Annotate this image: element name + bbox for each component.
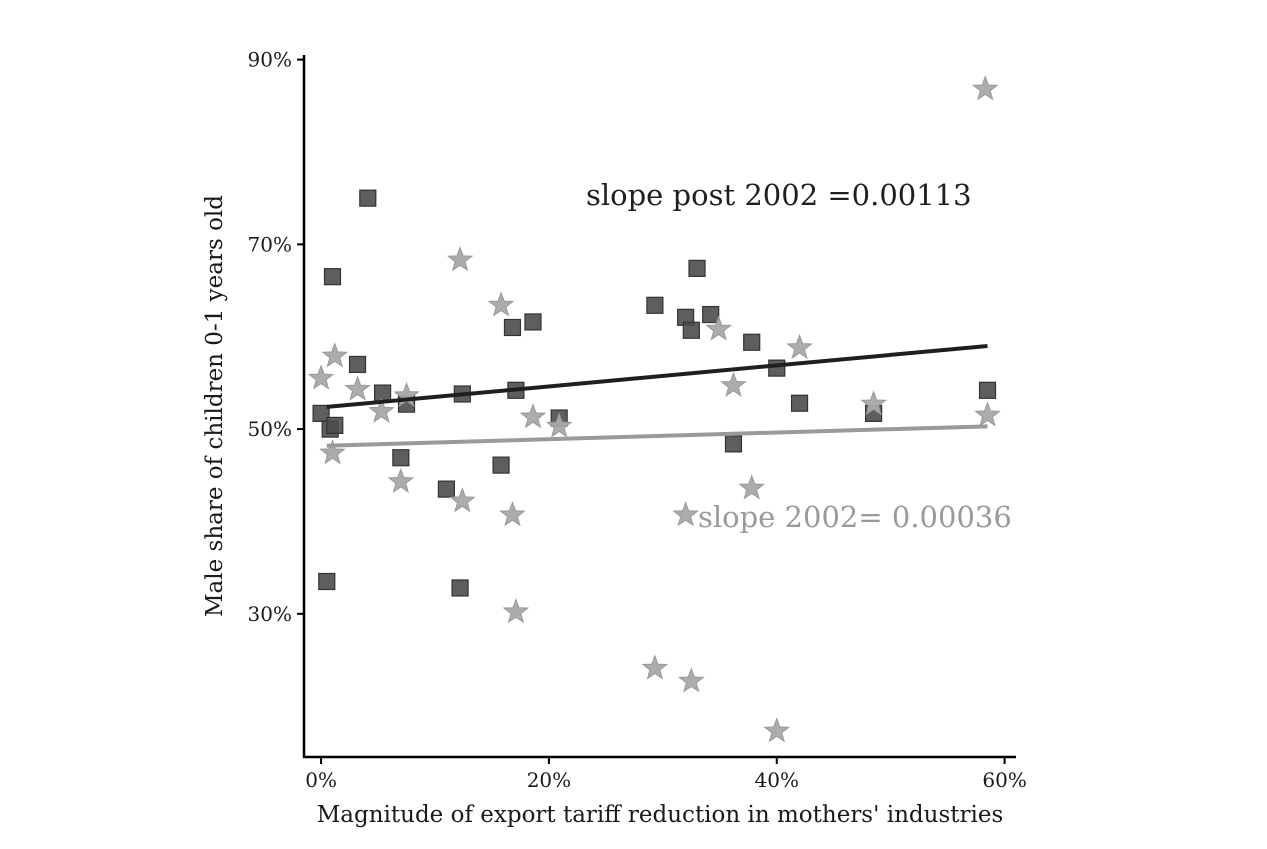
star-point	[971, 75, 999, 101]
star-point	[786, 333, 813, 360]
star-point	[860, 390, 887, 416]
square-point	[702, 305, 720, 324]
square-point	[437, 480, 455, 498]
x-tick-label: 40%	[755, 768, 799, 792]
star-point	[672, 501, 699, 527]
star-point	[449, 487, 476, 513]
y-tick-label: 50%	[248, 417, 292, 441]
star-point	[545, 412, 573, 438]
square-point	[318, 572, 336, 591]
square-point	[451, 579, 469, 597]
star-point	[499, 501, 526, 527]
square-point	[646, 296, 664, 314]
star-point	[368, 397, 395, 423]
star-point	[487, 291, 515, 317]
square-point	[503, 318, 522, 337]
square-point	[743, 333, 761, 351]
labels-layer: 30% 50% 70% 90% 0% 20% 40% 60% Magnitude of expo…	[202, 48, 1027, 828]
square-point	[768, 359, 786, 377]
square-point	[312, 404, 330, 422]
y2002-points-layer	[307, 75, 1001, 743]
fit-lines-layer	[326, 343, 988, 448]
star-point	[720, 371, 747, 397]
y-axis-title: Male share of children 0-1 years old	[202, 195, 228, 617]
square-point	[326, 416, 344, 434]
star-point	[705, 315, 732, 341]
y-tick-label: 30%	[248, 602, 292, 626]
y2002-slope-annotation: slope 2002= 0.00036	[698, 500, 1012, 534]
square-point	[323, 268, 342, 286]
square-point	[978, 381, 997, 399]
square-point	[374, 384, 392, 402]
square-point	[682, 321, 700, 339]
axes-layer	[297, 55, 1016, 764]
star-point	[344, 375, 371, 401]
star-point	[446, 246, 474, 272]
star-point	[319, 439, 346, 465]
y2002-fit-line	[326, 424, 988, 448]
star-point	[738, 474, 765, 500]
star-point	[307, 364, 335, 390]
star-point	[502, 598, 530, 624]
square-point	[688, 259, 706, 277]
x-tick-label: 20%	[527, 768, 571, 792]
y-tick-label: 90%	[248, 48, 292, 72]
star-point	[641, 654, 669, 680]
y-tick-label: 70%	[248, 232, 292, 256]
star-point	[321, 342, 349, 368]
square-point	[724, 435, 743, 453]
square-point	[359, 189, 377, 207]
square-point	[790, 394, 809, 412]
star-point	[974, 401, 1001, 427]
post2002-points-layer	[312, 189, 997, 597]
x-axis-title: Magnitude of export tariff reduction in …	[317, 802, 1004, 828]
star-point	[763, 717, 791, 743]
x-tick-label: 60%	[982, 768, 1026, 792]
square-point	[492, 456, 510, 474]
star-point	[387, 467, 415, 494]
square-point	[392, 449, 410, 467]
square-point	[524, 313, 542, 331]
star-point	[519, 403, 547, 429]
post2002-fit-line	[326, 343, 988, 409]
x-tick-label: 0%	[305, 768, 337, 792]
post2002-slope-annotation: slope post 2002 =0.00113	[586, 178, 972, 212]
star-point	[678, 667, 705, 693]
square-point	[348, 355, 367, 374]
